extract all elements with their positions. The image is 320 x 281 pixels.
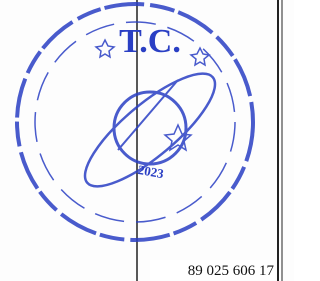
stamp-title: T.C. xyxy=(119,23,181,60)
page: {"stamp": {"center_text": "T.C.", "year"… xyxy=(0,0,294,281)
scan: T.C. 2023 89 025 606 17 xyxy=(0,0,294,281)
cell-number: 89 025 606 17 xyxy=(188,263,275,279)
